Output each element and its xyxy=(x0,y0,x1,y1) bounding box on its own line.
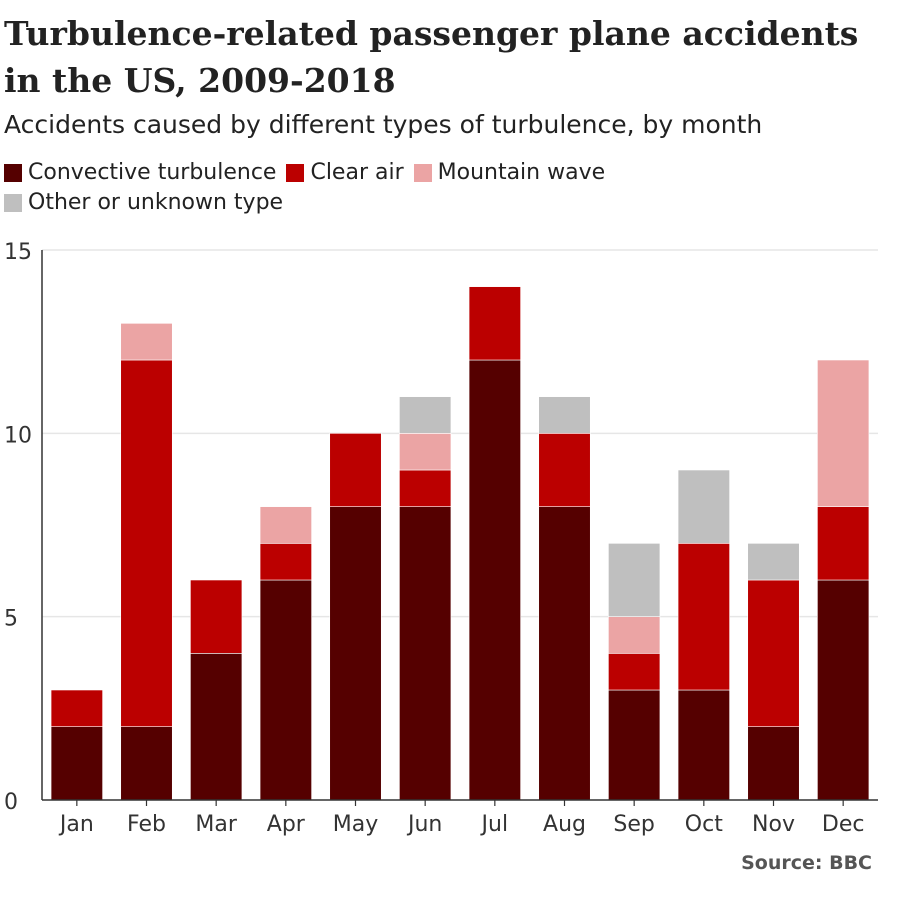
bar-jun-series-2 xyxy=(399,433,452,471)
x-tick-label-sep: Sep xyxy=(613,812,654,837)
bar-apr-series-2 xyxy=(259,506,312,544)
source-note: Source: BBC xyxy=(741,852,872,874)
bar-jun-series-3 xyxy=(399,396,452,434)
x-tick-label-jul: Jul xyxy=(480,812,509,837)
bar-aug-series-0 xyxy=(538,506,591,801)
legend-item-other: Other or unknown type xyxy=(4,188,283,218)
bar-jan-series-0 xyxy=(50,726,103,801)
y-tick-label-0: 0 xyxy=(4,790,18,815)
bar-sep-series-0 xyxy=(608,689,661,801)
legend-swatch-clear-air xyxy=(286,164,305,182)
bar-aug-series-1 xyxy=(538,433,591,507)
chart-title: Turbulence-related passenger plane accid… xyxy=(4,14,859,100)
legend: Convective turbulence Clear air Mountain… xyxy=(4,158,884,218)
legend-swatch-mountain-wave xyxy=(413,164,432,182)
x-tick-label-mar: Mar xyxy=(195,812,237,837)
y-tick-label-2: 10 xyxy=(4,423,32,448)
bar-feb-series-2 xyxy=(120,323,173,361)
bar-jan-series-1 xyxy=(50,689,103,727)
x-tick-label-may: May xyxy=(333,812,378,837)
bar-apr-series-1 xyxy=(259,543,312,581)
bar-sep-series-3 xyxy=(608,543,661,617)
chart-subtitle: Accidents caused by different types of t… xyxy=(4,110,763,139)
bar-may-series-0 xyxy=(329,506,382,801)
bar-may-series-1 xyxy=(329,433,382,507)
x-tick-label-nov: Nov xyxy=(752,812,795,837)
legend-row-2: Other or unknown type xyxy=(4,188,884,218)
legend-label-convective: Convective turbulence xyxy=(28,160,277,185)
x-tick-label-dec: Dec xyxy=(822,812,865,837)
legend-item-mountain-wave: Mountain wave xyxy=(413,158,606,188)
legend-label-mountain-wave: Mountain wave xyxy=(437,160,606,185)
legend-swatch-convective xyxy=(4,164,22,182)
bar-dec-series-2 xyxy=(817,359,870,507)
bar-sep-series-2 xyxy=(608,616,661,654)
legend-item-clear-air: Clear air xyxy=(286,158,404,188)
legend-swatch-other xyxy=(4,194,22,212)
bar-feb-series-1 xyxy=(120,359,173,727)
bar-mar-series-1 xyxy=(190,579,243,654)
bar-mar-series-0 xyxy=(190,653,243,801)
x-tick-label-jun: Jun xyxy=(406,812,442,837)
bar-feb-series-0 xyxy=(120,726,173,801)
bar-jul-series-1 xyxy=(468,286,521,361)
x-tick-label-oct: Oct xyxy=(685,812,723,837)
bar-jun-series-1 xyxy=(399,469,452,507)
bar-nov-series-3 xyxy=(747,543,800,581)
bar-nov-series-0 xyxy=(747,726,800,801)
x-tick-label-aug: Aug xyxy=(543,812,586,837)
bar-apr-series-0 xyxy=(259,579,312,801)
bar-oct-series-1 xyxy=(677,543,730,691)
legend-row-1: Convective turbulence Clear air Mountain… xyxy=(4,158,884,188)
bar-dec-series-0 xyxy=(817,579,870,801)
bar-jun-series-0 xyxy=(399,506,452,801)
bar-jul-series-0 xyxy=(468,359,521,801)
x-tick-label-apr: Apr xyxy=(267,812,306,837)
x-tick-label-jan: Jan xyxy=(58,812,94,837)
bar-nov-series-1 xyxy=(747,579,800,727)
bar-sep-series-1 xyxy=(608,653,661,691)
y-tick-label-3: 15 xyxy=(4,240,32,265)
legend-label-clear-air: Clear air xyxy=(310,160,404,185)
legend-item-convective: Convective turbulence xyxy=(4,158,276,188)
x-tick-label-feb: Feb xyxy=(127,812,166,837)
legend-label-other: Other or unknown type xyxy=(28,190,284,215)
y-tick-label-1: 5 xyxy=(4,607,18,632)
bar-oct-series-3 xyxy=(677,469,730,544)
bar-oct-series-0 xyxy=(677,689,730,801)
bar-dec-series-1 xyxy=(817,506,870,581)
bar-aug-series-3 xyxy=(538,396,591,434)
